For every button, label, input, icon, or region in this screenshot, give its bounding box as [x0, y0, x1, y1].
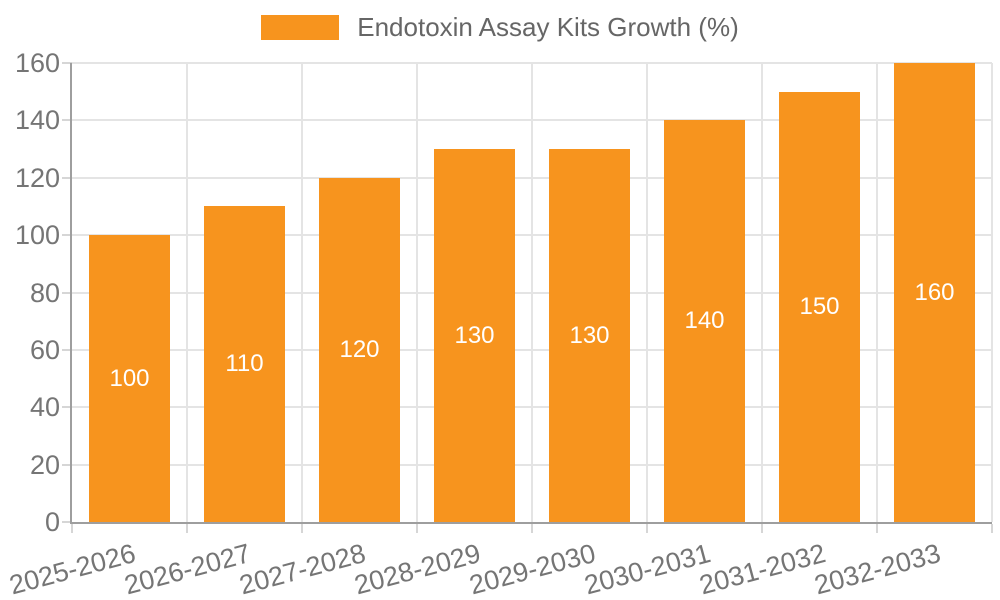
bar-2029-2030[interactable]: 130 [549, 149, 630, 522]
y-tick-label: 140 [14, 105, 60, 136]
gridline-vertical [646, 63, 648, 522]
y-axis-line [70, 63, 72, 522]
x-tick-mark [991, 524, 993, 533]
x-tick-label: 2027-2028 [236, 538, 370, 600]
x-tick-label: 2031-2032 [696, 538, 830, 600]
bar-value-label: 140 [684, 307, 725, 335]
y-tick-label: 60 [29, 334, 60, 365]
y-tick-label: 120 [14, 162, 60, 193]
y-tick-mark [62, 521, 72, 523]
gridline-vertical [531, 63, 533, 522]
x-tick-label: 2029-2030 [466, 538, 600, 600]
bar-value-label: 120 [339, 335, 380, 363]
y-tick-label: 100 [14, 220, 60, 251]
x-tick-label: 2028-2029 [351, 538, 485, 600]
gridline-vertical [186, 63, 188, 522]
x-tick-mark [531, 524, 533, 533]
gridline-vertical [761, 63, 763, 522]
bar-value-label: 100 [109, 364, 150, 392]
x-tick-label: 2032-2033 [811, 538, 945, 600]
gridline-vertical [416, 63, 418, 522]
bar-2032-2033[interactable]: 160 [894, 63, 975, 522]
y-tick-mark [62, 406, 72, 409]
bar-value-label: 130 [454, 321, 495, 349]
x-tick-mark [71, 524, 73, 533]
bar-value-label: 110 [225, 350, 264, 378]
bar-2028-2029[interactable]: 130 [434, 149, 515, 522]
y-tick-mark [62, 62, 72, 64]
bar-2025-2026[interactable]: 100 [89, 235, 170, 522]
y-tick-mark [62, 234, 72, 237]
bar-2027-2028[interactable]: 120 [319, 177, 400, 522]
gridline-vertical [991, 63, 993, 522]
y-tick-mark [62, 291, 72, 294]
legend-item[interactable]: Endotoxin Assay Kits Growth (%) [0, 12, 1000, 42]
y-tick-mark [62, 176, 72, 179]
y-tick-mark [62, 348, 72, 351]
bar-value-label: 130 [569, 321, 610, 349]
x-tick-label: 2025-2026 [6, 538, 140, 600]
bar-2026-2027[interactable]: 110 [204, 206, 285, 522]
gridline-vertical [301, 63, 303, 522]
y-tick-label: 160 [14, 48, 60, 78]
x-tick-mark [876, 524, 878, 533]
x-tick-label: 2030-2031 [581, 538, 715, 600]
x-tick-mark [301, 524, 303, 533]
y-tick-mark [62, 119, 72, 122]
x-axis-line [70, 522, 992, 524]
gridline-vertical [876, 63, 878, 522]
x-tick-mark [761, 524, 763, 533]
y-tick-label: 0 [44, 507, 60, 537]
x-tick-mark [416, 524, 418, 533]
y-tick-label: 40 [29, 392, 60, 423]
x-tick-label: 2026-2027 [121, 538, 255, 600]
bar-2030-2031[interactable]: 140 [664, 120, 745, 522]
legend-label: Endotoxin Assay Kits Growth (%) [357, 12, 739, 42]
y-tick-mark [62, 463, 72, 466]
legend-swatch [261, 14, 340, 40]
bar-2031-2032[interactable]: 150 [779, 91, 860, 522]
bar-value-label: 160 [914, 278, 955, 306]
x-tick-mark [646, 524, 648, 533]
y-tick-label: 80 [29, 277, 60, 308]
x-tick-mark [186, 524, 188, 533]
y-tick-label: 20 [29, 449, 60, 480]
bar-value-label: 150 [799, 292, 840, 320]
plot-area: 100 110 120 130 130 140 150 160 [72, 62, 993, 522]
